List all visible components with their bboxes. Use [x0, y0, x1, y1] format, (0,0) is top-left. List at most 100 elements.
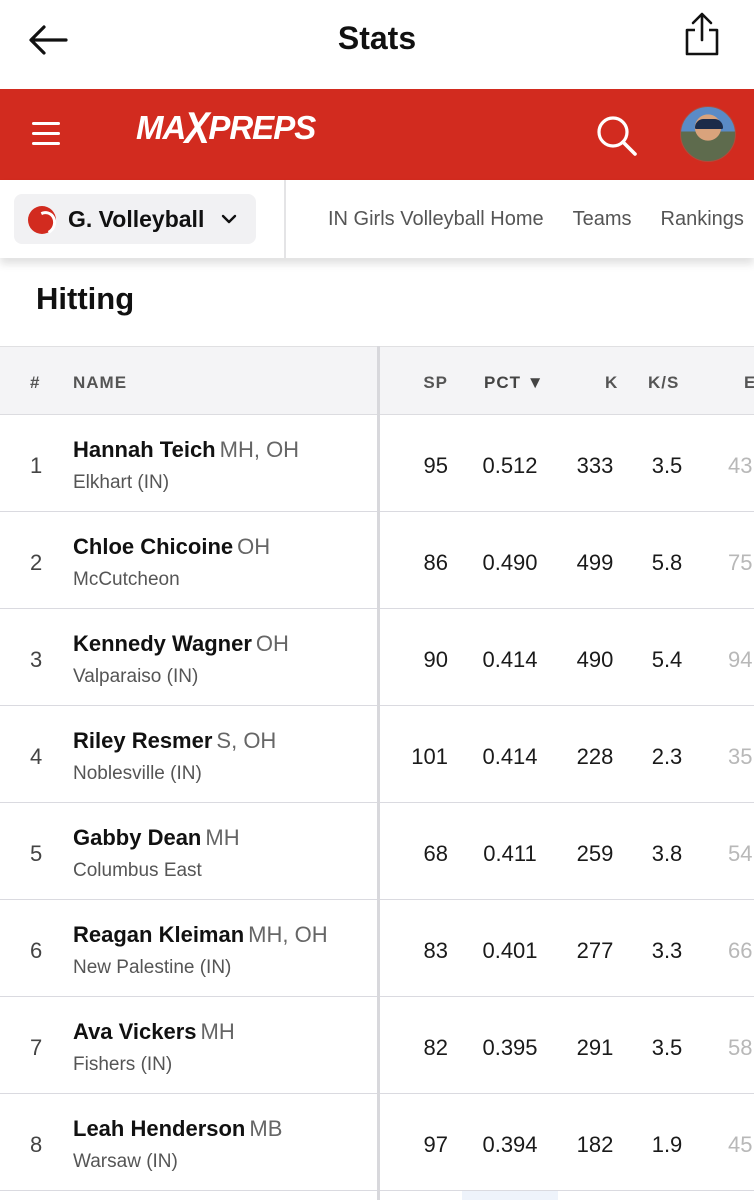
ks-cell: 3.5	[651, 1035, 683, 1060]
e-cell: 35	[728, 744, 753, 769]
pct-cell: 0.401	[482, 938, 538, 963]
player-position: OH	[255, 631, 289, 656]
rank-cell: 2	[30, 550, 43, 575]
header-e[interactable]: E	[744, 373, 754, 392]
logo-text-left: MA	[136, 109, 186, 146]
player-name[interactable]: Kennedy Wagner	[73, 631, 252, 656]
e-cell: 94	[728, 647, 753, 672]
k-cell: 259	[576, 841, 614, 866]
pct-cell: 0.414	[482, 647, 538, 672]
rank-cell: 5	[30, 841, 43, 866]
k-cell: 228	[576, 744, 614, 769]
page-title: Stats	[337, 20, 417, 56]
nav-link-rankings[interactable]: Rankings	[660, 208, 744, 230]
player-position: MH, OH	[219, 437, 300, 462]
player-name[interactable]: Hannah Teich	[73, 437, 216, 462]
back-arrow-icon[interactable]	[26, 22, 70, 58]
pct-cell: 0.490	[482, 550, 538, 575]
chevron-down-icon	[221, 214, 237, 224]
share-icon[interactable]	[682, 10, 722, 58]
ks-cell: 3.5	[651, 453, 683, 478]
k-cell: 277	[576, 938, 614, 963]
school-name[interactable]: Elkhart (IN)	[73, 472, 170, 493]
player-position: MH	[205, 825, 240, 850]
search-icon[interactable]	[594, 113, 638, 157]
pct-cell: 0.394	[482, 1132, 538, 1157]
player-position: MB	[249, 1116, 283, 1141]
school-name[interactable]: New Palestine (IN)	[73, 957, 232, 978]
header-rank[interactable]: #	[30, 373, 41, 392]
player-name[interactable]: Riley Resmer	[73, 728, 213, 753]
brand-header: MAXPREPS	[0, 89, 754, 180]
player-name[interactable]: Gabby Dean	[73, 825, 202, 850]
maxpreps-logo[interactable]: MAXPREPS	[136, 102, 316, 152]
sport-nav-bar: G. Volleyball IN Girls Volleyball Home Te…	[0, 180, 754, 258]
player-name-cell[interactable]: Reagan Kleiman MH, OH	[73, 922, 328, 948]
k-cell: 499	[576, 550, 614, 575]
pct-cell: 0.411	[483, 841, 537, 866]
ks-cell: 1.9	[651, 1132, 683, 1157]
player-position: S, OH	[216, 728, 277, 753]
e-cell: 66	[728, 938, 753, 963]
player-name[interactable]: Leah Henderson	[73, 1116, 246, 1141]
player-name-cell[interactable]: Ava Vickers MH	[73, 1019, 235, 1045]
avatar[interactable]	[680, 106, 736, 162]
menu-icon[interactable]	[32, 122, 60, 146]
ks-cell: 2.3	[651, 744, 683, 769]
player-position: MH	[200, 1019, 235, 1044]
pct-cell: 0.395	[482, 1035, 538, 1060]
k-cell: 333	[576, 453, 614, 478]
section-title: Hitting	[36, 281, 135, 316]
player-name-cell[interactable]: Riley Resmer S, OH	[73, 728, 276, 754]
pct-cell: 0.512	[482, 453, 538, 478]
header-pct[interactable]: PCT ▼	[484, 373, 545, 392]
player-name[interactable]: Reagan Kleiman	[73, 922, 245, 947]
sp-cell: 68	[423, 841, 448, 866]
logo-text-right: PREPS	[208, 109, 316, 146]
rank-cell: 7	[30, 1035, 43, 1060]
nav-links: IN Girls Volleyball Home Teams Rankings	[328, 208, 754, 231]
school-name[interactable]: Valparaiso (IN)	[73, 666, 199, 687]
player-name[interactable]: Ava Vickers	[73, 1019, 197, 1044]
sport-selector[interactable]: G. Volleyball	[14, 194, 256, 244]
sp-cell: 82	[423, 1035, 448, 1060]
e-cell: 75	[728, 550, 753, 575]
e-cell: 43	[728, 453, 753, 478]
player-name-cell[interactable]: Chloe Chicoine OH	[73, 534, 270, 560]
sp-cell: 86	[423, 550, 448, 575]
school-name[interactable]: Warsaw (IN)	[73, 1151, 178, 1172]
header-name[interactable]: NAME	[73, 373, 128, 392]
player-name-cell[interactable]: Gabby Dean MH	[73, 825, 240, 851]
header-ks[interactable]: K/S	[648, 373, 680, 392]
school-name[interactable]: McCutcheon	[73, 569, 180, 590]
app-top-bar: Stats	[0, 0, 754, 89]
k-cell: 490	[576, 647, 614, 672]
rank-cell: 1	[30, 453, 43, 478]
sp-cell: 83	[423, 938, 448, 963]
rank-cell: 6	[30, 938, 43, 963]
sp-cell: 95	[423, 453, 448, 478]
player-name-cell[interactable]: Leah Henderson MB	[73, 1116, 282, 1142]
header-sp[interactable]: SP	[423, 373, 448, 392]
sp-cell: 101	[411, 744, 448, 769]
e-cell: 45	[728, 1132, 753, 1157]
logo-x: X	[184, 102, 210, 153]
player-name-cell[interactable]: Hannah Teich MH, OH	[73, 437, 299, 463]
nav-link-teams[interactable]: Teams	[572, 208, 632, 230]
header-k[interactable]: K	[605, 373, 619, 392]
nav-divider	[284, 180, 286, 258]
player-name-cell[interactable]: Kennedy Wagner OH	[73, 631, 289, 657]
school-name[interactable]: Fishers (IN)	[73, 1054, 173, 1075]
rank-cell: 3	[30, 647, 43, 672]
e-cell: 58	[728, 1035, 753, 1060]
school-name[interactable]: Noblesville (IN)	[73, 763, 202, 784]
rank-cell: 8	[30, 1132, 43, 1157]
e-cell: 54	[728, 841, 753, 866]
rank-cell: 4	[30, 744, 43, 769]
pct-cell: 0.414	[482, 744, 538, 769]
player-name[interactable]: Chloe Chicoine	[73, 534, 234, 559]
nav-link-home[interactable]: IN Girls Volleyball Home	[328, 208, 544, 230]
ks-cell: 5.8	[651, 550, 683, 575]
school-name[interactable]: Columbus East	[73, 860, 202, 881]
sp-cell: 90	[423, 647, 448, 672]
